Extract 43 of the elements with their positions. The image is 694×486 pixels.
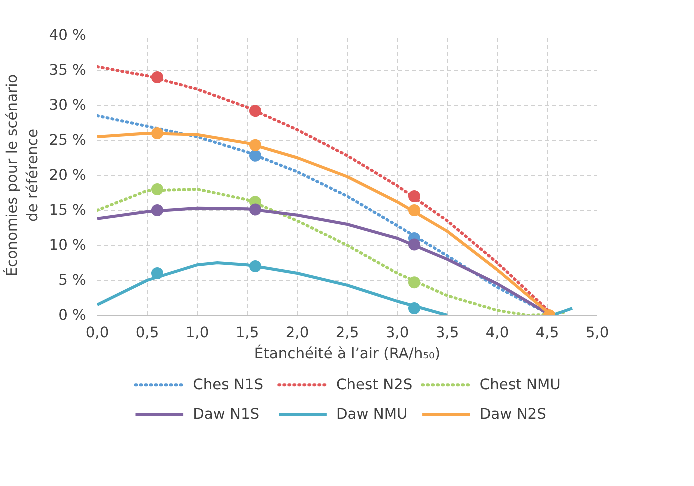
- point: [408, 302, 420, 314]
- x-tick-label: 0,5: [136, 324, 160, 342]
- point: [250, 150, 262, 162]
- legend-label: Ches N1S: [193, 376, 264, 394]
- point: [152, 184, 164, 196]
- y-tick-label: 40 %: [49, 27, 87, 44]
- legend-label: Chest N2S: [336, 376, 413, 394]
- legend-label: Daw N1S: [193, 406, 260, 423]
- point: [408, 276, 420, 289]
- y-axis-title: Économies pour le scénario de référence: [2, 74, 42, 277]
- y-tick-label: 15 %: [49, 202, 87, 219]
- legend-label: Daw NMU: [336, 406, 408, 423]
- x-tick-label: 2,5: [336, 324, 360, 342]
- x-tick-label: 5,0: [586, 324, 610, 342]
- y-tick-label: 20 %: [49, 167, 87, 184]
- x-tick-label: 1,0: [186, 324, 210, 342]
- y-tick-label: 30 %: [49, 97, 87, 114]
- point: [408, 190, 420, 202]
- x-tick-label: 4,5: [536, 324, 560, 342]
- x-tick-label: 0,0: [86, 324, 110, 342]
- point: [408, 204, 420, 216]
- y-tick-label: 0 %: [58, 307, 87, 324]
- point: [152, 268, 164, 280]
- x-axis-title: Étanchéité à l’air (RA/h₅₀): [254, 344, 441, 362]
- point: [250, 105, 262, 118]
- point: [250, 139, 262, 152]
- legend-label: Daw N2S: [480, 406, 546, 423]
- legend-label: Chest NMU: [480, 376, 561, 394]
- y-tick-label: 5 %: [58, 272, 87, 289]
- y-tick-label: 10 %: [49, 237, 87, 254]
- point: [250, 260, 262, 272]
- point: [152, 72, 164, 84]
- x-tick-label: 2,0: [286, 324, 310, 342]
- point: [408, 238, 420, 251]
- y-tick-label: 35 %: [49, 62, 87, 79]
- x-tick-label: 4,0: [486, 324, 510, 342]
- x-tick-label: 1,5: [236, 324, 260, 342]
- point: [250, 204, 262, 216]
- x-tick-label: 3,5: [436, 324, 460, 342]
- y-tick-label: 25 %: [49, 132, 87, 149]
- x-tick-label: 3,0: [386, 324, 410, 342]
- point: [152, 204, 164, 216]
- point: [152, 128, 164, 140]
